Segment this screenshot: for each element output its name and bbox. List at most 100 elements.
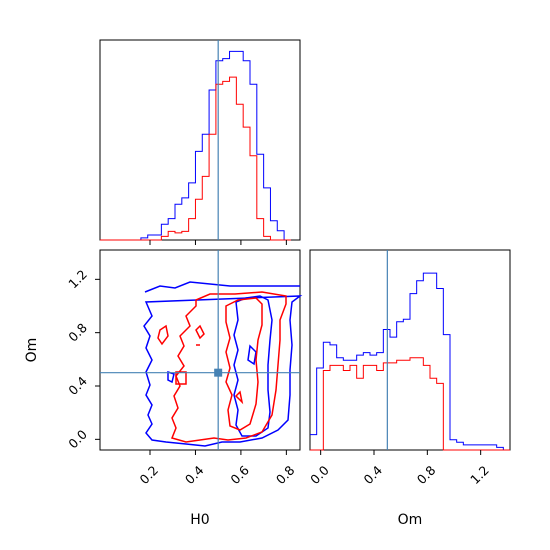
hist-h0-bin [270,221,277,240]
hist-om-bin [463,445,470,450]
hist-h0-bin [161,236,168,240]
hist-h0-bin [230,51,237,240]
hist-om-bin [350,360,357,450]
hist-om-bin [363,365,370,450]
hist-h0-bin [148,235,155,240]
contour-y-tick: 0.8 [65,320,100,345]
hist-om-bin [330,345,337,450]
hist-om-series-0 [310,272,510,451]
hist-om-frame [309,249,511,451]
hist-om-bin [357,355,364,450]
contour-red-outer [170,291,287,443]
hist-om-bin [423,365,430,450]
hist-om-bin [457,442,464,450]
hist-om-bin [323,342,330,450]
hist-om-bin [337,358,344,450]
hist-om-bin [323,371,330,450]
y-axis-label-om: Om [24,338,40,363]
hist-om-bin [430,273,437,450]
hist-om-bin [350,365,357,450]
truth-lines [100,40,388,450]
hist-h0-bin [182,231,189,240]
hist-h0-bin [230,77,237,240]
hist-om-bin [410,294,417,450]
hist-h0-bin [209,90,216,240]
hist-h0-bin [223,81,230,240]
hist-om-bin [390,337,397,450]
hist-h0-bin [189,219,196,240]
hist-om-panel [310,272,510,451]
hist-h0-bin [182,198,189,240]
contour-red-blob [175,371,187,385]
hist-h0-bin [175,204,182,240]
contour-x-tick-label: 0.4 [182,462,207,487]
contour-red-blob [157,324,169,346]
contour-blue-inner [233,295,273,437]
hist-om-bin [317,368,324,450]
hist-h0-bin [216,84,223,240]
hist-h0-bin [277,231,284,240]
contour-x-tick: 0.6 [227,450,252,487]
hist-h0-bin [243,61,250,240]
hist-om-bin [363,353,370,450]
hist-om-bin [383,363,390,450]
hist-om-series-1 [310,357,510,451]
hist-om-bin [310,435,317,450]
contour-x-tick-label: 0.2 [136,462,161,487]
hist-h0-bin [168,231,175,240]
hist-om-bin [343,360,350,450]
hist-h0-histogram-line [100,76,291,241]
hist-om-x-tick-label: 0.4 [360,462,385,487]
hist-h0-bin [223,59,230,240]
hist-om-bin [370,355,377,450]
hist-h0-histogram-line [100,50,291,241]
hist-h0-bin [257,154,264,240]
hist-om-bin [403,360,410,450]
hist-h0-bin [216,61,223,240]
hist-om-x-tick-label: 0.0 [307,462,332,487]
hist-h0-bin [175,233,182,240]
hist-om-bin [437,288,444,450]
hist-h0-bin [236,51,243,240]
hist-h0-bin [209,134,216,240]
hist-om-bin [357,378,364,450]
hist-h0-bin [236,104,243,240]
contour-x-tick: 0.8 [273,450,298,487]
contour-red-blob [195,324,205,340]
contour-x-tick-label: 0.8 [273,462,298,487]
hist-om-bin [337,365,344,450]
hist-om-bin [397,360,404,450]
hist-om-bin [430,378,437,450]
contour-y-tick: 1.2 [65,267,100,292]
hist-h0-bin [202,176,209,240]
x-axis-label-om: Om [398,512,423,528]
contour-panel [143,281,303,447]
contour-y-tick-label: 0.0 [65,427,90,452]
hist-h0-panel [100,50,291,241]
hist-h0-series-1 [100,76,291,241]
contour-y-tick-label: 1.2 [65,267,90,292]
contour-x-tick: 0.2 [136,450,161,487]
hist-om-x-tick-label: 0.8 [414,462,439,487]
x-axis-label-h0: H0 [190,512,209,528]
contour-y-tick: 0.4 [65,373,100,398]
hist-om-bin [423,273,430,450]
hist-om-bin [377,371,384,450]
hist-om-bin [490,445,497,450]
hist-om-bin [470,445,477,450]
hist-om-bin [343,371,350,450]
hist-om-bin [390,363,397,450]
contour-red-inner [225,297,263,431]
hist-om-x-tick: 0.4 [360,450,385,487]
contour-y-tick-label: 0.4 [65,373,90,398]
hist-om-x-tick-label: 1.2 [467,462,492,487]
hist-h0-bin [168,219,175,240]
hist-h0-series-0 [100,50,291,241]
hist-om-x-tick: 1.2 [467,450,492,487]
hist-h0-bin [195,199,202,240]
hist-h0-bin [189,183,196,240]
contour-blue-blob [247,344,257,366]
hist-om-bin [383,329,390,450]
hist-h0-bin [243,127,250,240]
